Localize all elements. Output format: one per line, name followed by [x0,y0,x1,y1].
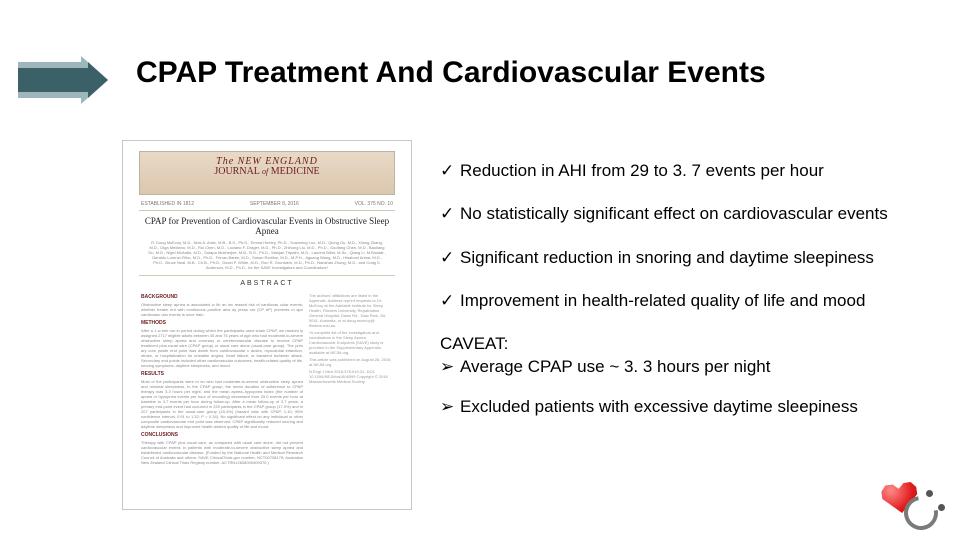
caveat-item: ➢ Excluded patients with excessive dayti… [440,396,930,417]
caveat-text: Average CPAP use ~ 3. 3 hours per night [460,356,930,377]
journal-thumbnail: The NEW ENGLAND JOURNAL of MEDICINE ESTA… [122,140,412,510]
bullets-region: ✓ Reduction in AHI from 29 to 3. 7 event… [440,160,930,439]
bullet-item: ✓ Significant reduction in snoring and d… [440,247,930,268]
masthead-line1: The NEW ENGLAND [140,156,394,167]
check-icon: ✓ [440,290,460,311]
check-icon: ✓ [440,247,460,268]
caveat-text: Excluded patients with excessive daytime… [460,396,930,417]
bullet-text: No statistically significant effect on c… [460,203,930,224]
section-background: BACKGROUND [141,294,303,300]
heart-icon [868,476,938,530]
section-methods: METHODS [141,320,303,326]
journal-meta: ESTABLISHED IN 1812 SEPTEMBER 8, 2016 VO… [133,201,401,207]
check-icon: ✓ [440,160,460,181]
bullet-text: Significant reduction in snoring and day… [460,247,930,268]
journal-paper-title: CPAP for Prevention of Cardiovascular Ev… [133,214,401,238]
bullet-text: Improvement in health-related quality of… [460,290,930,311]
check-icon: ✓ [440,203,460,224]
section-conclusions: CONCLUSIONS [141,432,303,438]
arrow-icon: ➢ [440,356,460,377]
masthead-line2: JOURNAL of MEDICINE [140,167,394,177]
bullet-text: Reduction in AHI from 29 to 3. 7 events … [460,160,930,181]
page-title: CPAP Treatment And Cardiovascular Events [136,56,946,90]
caveat-item: ➢ Average CPAP use ~ 3. 3 hours per nigh… [440,356,930,377]
journal-abstract-label: ABSTRACT [133,280,401,287]
bullet-item: ✓ Improvement in health-related quality … [440,290,930,311]
journal-masthead: The NEW ENGLAND JOURNAL of MEDICINE [139,151,395,195]
bullet-item: ✓ Reduction in AHI from 29 to 3. 7 event… [440,160,930,181]
journal-authors: R. Doug McEvoy, M.D., Nick A. Antic, M.B… [133,238,401,272]
caveat-label: CAVEAT: [440,333,930,354]
bullet-item: ✓ No statistically significant effect on… [440,203,930,224]
title-arrow [18,62,118,98]
arrow-icon: ➢ [440,396,460,417]
section-results: RESULTS [141,371,303,377]
